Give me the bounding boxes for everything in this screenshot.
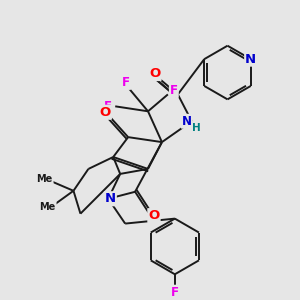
Text: O: O [148,209,160,222]
Text: F: F [122,76,130,89]
Text: O: O [149,67,161,80]
Text: F: F [171,286,179,299]
Text: N: N [182,115,192,128]
Text: H: H [192,123,201,133]
Text: Me: Me [37,174,53,184]
Text: F: F [170,84,178,97]
Text: N: N [245,52,256,66]
Text: O: O [100,106,111,119]
Text: N: N [105,192,116,205]
Text: F: F [104,100,112,113]
Text: Me: Me [40,202,56,212]
